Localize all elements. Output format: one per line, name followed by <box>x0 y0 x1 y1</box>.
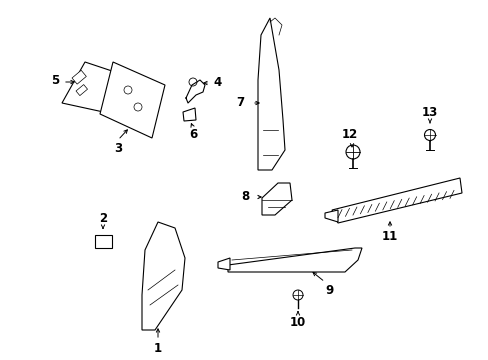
Circle shape <box>189 78 197 86</box>
Bar <box>72 70 86 84</box>
Polygon shape <box>95 235 112 248</box>
Circle shape <box>424 130 435 140</box>
Text: 9: 9 <box>325 284 333 297</box>
Text: 10: 10 <box>289 316 305 329</box>
Text: 8: 8 <box>241 190 248 203</box>
Polygon shape <box>100 62 164 138</box>
Text: 1: 1 <box>154 342 162 355</box>
Polygon shape <box>325 210 337 222</box>
Polygon shape <box>258 18 285 170</box>
Text: 12: 12 <box>341 129 357 141</box>
Circle shape <box>134 103 142 111</box>
Polygon shape <box>262 183 291 215</box>
Polygon shape <box>227 248 361 272</box>
Bar <box>76 85 87 96</box>
Text: 3: 3 <box>114 141 122 154</box>
Polygon shape <box>183 108 196 121</box>
Text: 2: 2 <box>99 211 107 225</box>
Text: 6: 6 <box>188 129 197 141</box>
Polygon shape <box>62 62 115 113</box>
Text: 4: 4 <box>213 77 222 90</box>
Text: 13: 13 <box>421 105 437 118</box>
Polygon shape <box>142 222 184 330</box>
Text: 5: 5 <box>51 73 59 86</box>
Circle shape <box>124 86 132 94</box>
Text: 11: 11 <box>381 230 397 243</box>
Circle shape <box>346 145 359 159</box>
Text: 7: 7 <box>235 96 244 109</box>
Circle shape <box>292 290 303 300</box>
Polygon shape <box>331 178 461 223</box>
Polygon shape <box>218 258 229 270</box>
